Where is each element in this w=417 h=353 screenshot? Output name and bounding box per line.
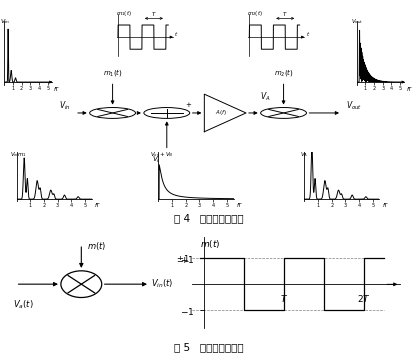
Text: $t$: $t$: [174, 30, 178, 38]
Text: $m(t)$: $m(t)$: [87, 240, 106, 252]
Text: $T$: $T$: [282, 10, 288, 18]
Text: $V_A$: $V_A$: [300, 150, 309, 159]
Text: $fT$: $fT$: [382, 201, 389, 209]
Text: $fT$: $fT$: [94, 201, 101, 209]
Text: $V_{in}(t)$: $V_{in}(t)$: [151, 278, 174, 291]
Text: $m_1(t)$: $m_1(t)$: [103, 67, 123, 78]
Text: $fT$: $fT$: [406, 85, 413, 93]
Text: $m(t)$: $m(t)$: [200, 238, 220, 250]
Text: $V_A$: $V_A$: [259, 91, 270, 103]
Text: $V_{in}$: $V_{in}$: [59, 100, 71, 112]
Text: $\pm 1$: $\pm 1$: [176, 253, 189, 264]
Text: $V_{out}$: $V_{out}$: [346, 100, 362, 112]
Text: $T$: $T$: [151, 10, 157, 18]
Text: $A(f)$: $A(f)$: [215, 108, 227, 118]
Text: $m_2(t)$: $m_2(t)$: [274, 67, 294, 78]
Text: $V_{os}+V_N$: $V_{os}+V_N$: [150, 150, 174, 159]
Text: 图 4   斩波运放原理图: 图 4 斩波运放原理图: [174, 214, 243, 223]
Text: $V_{os}+V_N$: $V_{os}+V_N$: [152, 155, 181, 164]
Text: $fT$: $fT$: [53, 85, 61, 93]
Text: $m_1(t)$: $m_1(t)$: [116, 9, 131, 18]
Text: $+$: $+$: [185, 100, 192, 109]
Text: $m_2(t)$: $m_2(t)$: [247, 9, 263, 18]
Text: $V_{in}$: $V_{in}$: [0, 18, 10, 26]
Text: $V_a(t)$: $V_a(t)$: [13, 299, 33, 311]
Text: $t$: $t$: [306, 30, 310, 38]
Text: 图 5   斩波调制示意图: 图 5 斩波调制示意图: [174, 342, 243, 352]
Text: $V_{out}$: $V_{out}$: [351, 18, 364, 26]
Text: $V_{in}m_1$: $V_{in}m_1$: [10, 150, 27, 159]
Text: $fT$: $fT$: [236, 201, 243, 209]
